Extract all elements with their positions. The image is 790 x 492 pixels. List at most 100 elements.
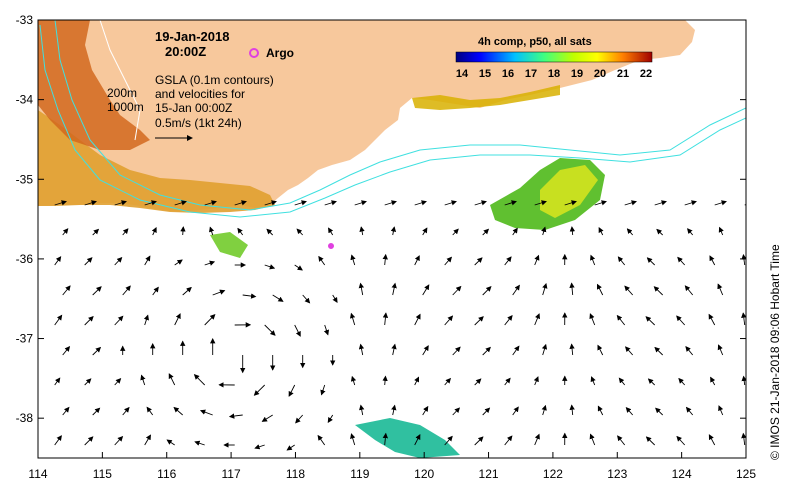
sst-south-coast-strip <box>412 85 560 110</box>
y-tick-label: -33 <box>16 13 34 27</box>
velocity-arrow <box>54 256 62 266</box>
velocity-arrow <box>617 435 626 446</box>
velocity-arrow <box>173 406 183 416</box>
velocity-arrow <box>654 346 664 356</box>
velocity-arrow <box>708 313 716 326</box>
argo-legend-icon <box>249 48 259 58</box>
velocity-arrow <box>62 406 70 416</box>
x-tick-label: 122 <box>543 467 563 481</box>
velocity-arrow <box>84 257 93 266</box>
velocity-arrow <box>92 286 102 296</box>
velocity-arrow <box>354 200 367 206</box>
velocity-arrow <box>264 324 276 336</box>
y-tick-label: -35 <box>16 172 34 186</box>
velocity-arrow <box>504 435 513 446</box>
velocity-arrow <box>391 343 397 356</box>
velocity-arrow <box>114 378 122 386</box>
velocity-arrow <box>597 344 604 356</box>
x-tick-label: 115 <box>93 467 112 481</box>
velocity-arrow <box>114 435 124 446</box>
colorbar-tick-label: 19 <box>571 68 583 80</box>
velocity-arrow <box>647 378 656 386</box>
velocity-arrow <box>390 226 397 236</box>
velocity-arrow <box>242 293 257 299</box>
velocity-arrow <box>710 376 716 386</box>
velocity-arrow <box>709 255 716 266</box>
velocity-arrow <box>320 384 326 396</box>
velocity-arrow <box>452 407 461 416</box>
colorbar-ticks: 14 15 16 17 18 19 20 21 22 <box>456 68 652 80</box>
velocity-arrow <box>62 285 71 296</box>
velocity-arrow <box>444 200 457 206</box>
velocity-arrow <box>504 377 511 386</box>
velocity-arrow <box>444 256 452 266</box>
credit-label: © IMOS 21-Jan-2018 09:06 Hobart Time <box>768 244 782 460</box>
velocity-arrow <box>144 200 157 206</box>
velocity-arrow <box>541 226 547 236</box>
velocity-arrow <box>212 289 226 296</box>
velocity-arrow <box>114 315 124 326</box>
velocity-arrow <box>482 228 490 236</box>
velocity-arrow <box>718 226 724 236</box>
velocity-arrow <box>597 405 604 416</box>
velocity-arrow <box>741 312 746 326</box>
x-tick-label: 114 <box>28 467 47 481</box>
velocity-arrow <box>358 282 364 296</box>
contour-1000m-label: 1000m <box>107 100 144 114</box>
plot-frame <box>37 19 747 459</box>
velocity-arrow <box>152 286 159 296</box>
velocity-arrow <box>204 260 216 266</box>
velocity-arrow <box>332 294 338 303</box>
velocity-arrow <box>677 256 686 266</box>
velocity-arrow <box>84 315 94 326</box>
velocity-arrow <box>687 228 694 236</box>
velocity-arrow <box>168 373 176 386</box>
velocity-arrow <box>143 314 149 326</box>
velocity-arrow <box>140 374 146 386</box>
velocity-arrow <box>717 283 724 296</box>
velocity-arrow <box>350 254 356 266</box>
velocity-arrow <box>596 283 604 296</box>
velocity-arrow <box>414 200 427 206</box>
velocity-arrow <box>62 228 69 236</box>
x-tick-label: 123 <box>607 467 627 481</box>
velocity-arrow <box>54 200 67 206</box>
velocity-arrow <box>382 375 388 386</box>
velocity-arrow <box>122 285 131 296</box>
velocity-arrow <box>653 286 664 296</box>
velocity-arrow <box>645 436 656 446</box>
velocity-arrow <box>534 433 540 446</box>
velocity-arrow <box>422 405 429 416</box>
velocity-arrow <box>474 378 482 386</box>
velocity-arrow <box>444 435 453 446</box>
bathy-1000m-contour <box>39 24 746 218</box>
velocity-arrow <box>655 407 664 416</box>
velocity-arrow <box>542 282 548 296</box>
velocity-arrow <box>414 255 420 266</box>
colorbar-tick-label: 22 <box>640 68 652 80</box>
velocity-arrow <box>741 432 746 446</box>
sst-patch-south <box>355 418 460 458</box>
x-axis: 114 115 116 117 118 119 120 121 122 123 124 125 <box>28 452 756 481</box>
velocity-arrow <box>656 228 664 236</box>
velocity-arrow <box>741 375 746 386</box>
velocity-arrow <box>590 254 596 266</box>
velocity-arrow <box>589 433 596 446</box>
velocity-arrow <box>295 414 304 424</box>
velocity-arrow <box>482 346 491 356</box>
velocity-arrow <box>590 376 596 386</box>
velocity-arrow <box>194 440 205 446</box>
velocity-arrow <box>414 433 421 446</box>
gsla-note-line4: 0.5m/s (1kt 24h) <box>155 116 242 130</box>
colorbar-tick-label: 18 <box>548 68 560 80</box>
velocity-arrow <box>384 200 397 206</box>
title-time: 20:00Z <box>165 44 206 59</box>
velocity-arrow <box>294 200 307 206</box>
colorbar-tick-label: 15 <box>479 68 491 80</box>
velocity-arrow <box>122 406 130 416</box>
velocity-arrow <box>391 282 397 296</box>
velocity-arrow <box>685 406 694 416</box>
velocity-arrow <box>182 286 192 296</box>
velocity-arrow <box>474 436 484 446</box>
